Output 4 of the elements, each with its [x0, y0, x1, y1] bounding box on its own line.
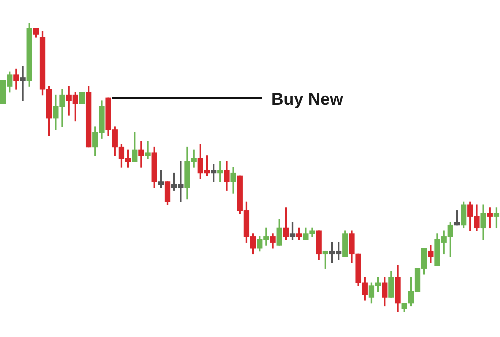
ref-line-label: Buy New — [272, 90, 344, 109]
candlestick — [145, 141, 151, 160]
candlestick — [138, 141, 144, 168]
candlestick — [20, 66, 26, 102]
